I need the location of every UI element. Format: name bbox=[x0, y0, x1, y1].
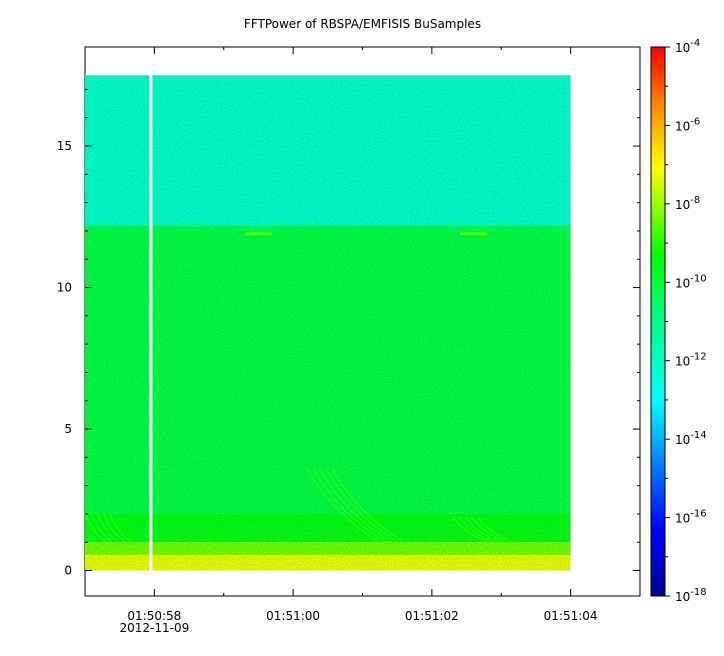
colorbar-tick-label: 10-8 bbox=[675, 195, 700, 212]
colorbar-tick-label: 10-18 bbox=[675, 587, 707, 604]
y-axis: 0 5 10 15 bbox=[57, 88, 640, 578]
x-tick-label: 01:51:04 bbox=[544, 609, 598, 623]
colorbar-tick-label: 10-6 bbox=[675, 116, 700, 133]
chorus-stroke bbox=[325, 468, 403, 546]
chorus-stroke bbox=[318, 468, 397, 546]
chorus-stroke bbox=[464, 516, 514, 546]
line-emission bbox=[244, 232, 273, 236]
chorus-stroke bbox=[312, 468, 390, 546]
colorbar-tick-label: 10-16 bbox=[675, 509, 707, 526]
y-tick-label: 0 bbox=[64, 564, 72, 578]
y-tick-label: 5 bbox=[64, 422, 72, 436]
chorus-stroke bbox=[458, 516, 508, 546]
y-tick-label: 10 bbox=[57, 281, 72, 295]
colorbar-axis: 10-4 10-6 10-8 10-10 10-12 10-14 10-16 10-18 bbox=[665, 38, 707, 604]
chorus-stroke bbox=[90, 513, 120, 546]
chorus-stroke bbox=[109, 513, 138, 546]
colorbar bbox=[650, 46, 666, 597]
data-gap bbox=[149, 75, 153, 571]
chorus-stroke bbox=[103, 513, 132, 546]
spectrogram-image bbox=[84, 75, 571, 571]
colorbar-tick-label: 10-14 bbox=[675, 430, 707, 447]
chorus-stroke bbox=[452, 516, 502, 546]
x-tick-date: 2012-11-09 bbox=[120, 621, 190, 635]
x-tick-label: 01:51:00 bbox=[266, 609, 320, 623]
noise-texture bbox=[85, 75, 571, 571]
chorus-stroke bbox=[306, 468, 384, 546]
chorus-stroke bbox=[477, 516, 527, 546]
chorus-stroke bbox=[470, 516, 521, 546]
line-emission bbox=[459, 232, 488, 236]
x-tick-label: 01:51:02 bbox=[405, 609, 459, 623]
chorus-stroke bbox=[331, 468, 409, 546]
colorbar-tick-label: 10-4 bbox=[675, 38, 700, 55]
y-tick-label: 15 bbox=[57, 139, 72, 153]
x-tick-label: 01:50:58 bbox=[127, 609, 181, 623]
chorus-stroke bbox=[84, 513, 113, 546]
colorbar-tick-label: 10-10 bbox=[675, 273, 707, 290]
chorus-stroke bbox=[96, 513, 126, 546]
colorbar-tick-label: 10-12 bbox=[675, 352, 707, 369]
chart-title: FFTPower of RBSPA/EMFISIS BuSamples bbox=[243, 17, 482, 31]
